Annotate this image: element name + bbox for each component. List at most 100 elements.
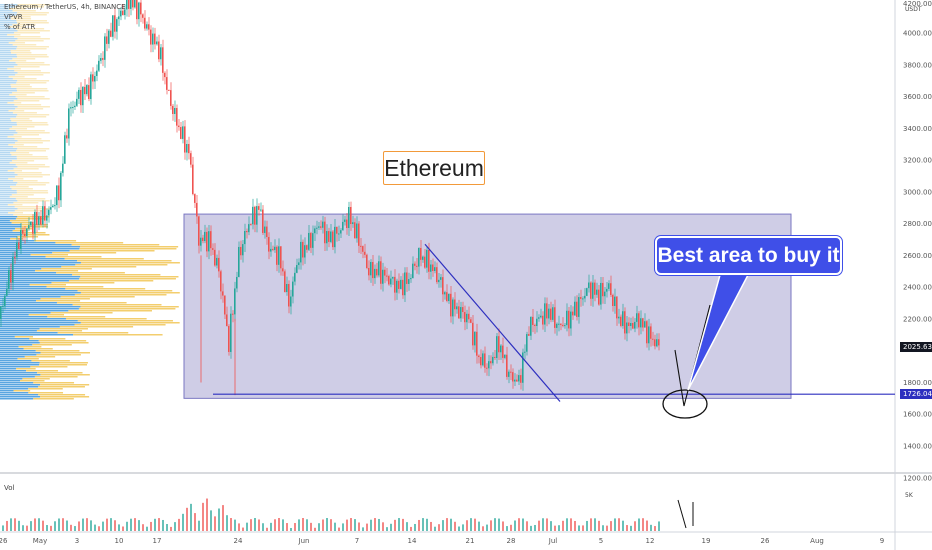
- volume-profile-bar-buy: [0, 392, 29, 394]
- volume-bar: [554, 525, 556, 531]
- volume-profile-bar-buy: [0, 24, 13, 26]
- candle-body: [408, 279, 410, 284]
- candle-body: [410, 278, 412, 280]
- candle-body: [216, 257, 218, 266]
- volume-profile-bar-sell: [10, 18, 32, 20]
- volume-profile-bar-buy: [0, 360, 32, 362]
- volume-profile-bar-sell: [16, 54, 48, 56]
- volume-profile-bar-buy: [0, 154, 12, 156]
- volume-profile-bar-sell: [16, 156, 48, 158]
- volume-profile-bar-sell: [73, 334, 163, 336]
- candle-body: [146, 24, 148, 29]
- candle-body: [596, 289, 598, 295]
- volume-bar: [486, 524, 488, 531]
- volume-profile-bar-sell: [38, 386, 85, 388]
- volume-profile-bar-sell: [51, 282, 115, 284]
- candle-body: [272, 248, 274, 250]
- volume-profile-bar-buy: [0, 300, 37, 302]
- volume-profile-bar-buy: [0, 150, 17, 152]
- candle-body: [374, 268, 376, 279]
- volume-profile-bar-sell: [80, 246, 179, 248]
- volume-profile-bar-sell: [33, 398, 74, 400]
- volume-profile-bar-sell: [11, 194, 34, 196]
- volume-profile-bar-sell: [13, 32, 40, 34]
- candle-body: [38, 216, 40, 225]
- volume-profile-bar-buy: [0, 168, 14, 170]
- volume-profile-bar-sell: [8, 212, 23, 214]
- candle-body: [234, 288, 236, 315]
- candle-body: [448, 293, 450, 301]
- volume-profile-bar-sell: [11, 86, 32, 88]
- candle-body: [250, 224, 252, 226]
- volume-profile-bar-buy: [0, 190, 17, 192]
- volume-profile-bar-sell: [56, 302, 127, 304]
- candle-body: [306, 245, 308, 250]
- candle-body: [352, 222, 354, 225]
- candle-body: [612, 294, 614, 306]
- volume-profile-bar-sell: [29, 338, 66, 340]
- candle-body: [348, 206, 350, 228]
- volume-profile-bar-buy: [0, 22, 18, 24]
- volume-profile-bar-sell: [36, 300, 81, 302]
- candle-body: [72, 107, 74, 109]
- candle-body: [570, 311, 572, 329]
- candle-body: [390, 278, 392, 285]
- candle-body: [392, 276, 394, 279]
- candle-body: [656, 339, 658, 347]
- hand-drawn-mark: [674, 304, 711, 407]
- candle-body: [260, 209, 262, 211]
- candle-body: [76, 98, 78, 106]
- volume-profile-bar-sell: [12, 92, 35, 94]
- volume-profile-bar-sell: [34, 376, 78, 378]
- volume-profile-bar-buy: [0, 196, 10, 198]
- candle-body: [422, 256, 424, 260]
- candle-body: [42, 206, 44, 225]
- volume-profile-bar-buy: [0, 162, 10, 164]
- volume-profile-bar-sell: [17, 46, 50, 48]
- time-tick-label: 12: [646, 537, 655, 545]
- candle-body: [436, 267, 438, 283]
- volume-profile-bar-sell: [8, 178, 24, 180]
- candle-body: [64, 135, 66, 164]
- candle-body: [54, 205, 56, 207]
- time-tick-label: 19: [702, 537, 711, 545]
- candle-body: [248, 224, 250, 233]
- volume-profile-bar-sell: [17, 12, 49, 14]
- candle-body: [92, 74, 94, 82]
- volume-profile-bar-buy: [0, 292, 81, 294]
- candle-body: [546, 303, 548, 319]
- volume-profile-bar-buy: [0, 306, 81, 308]
- candle-body: [606, 288, 608, 292]
- volume-bar: [66, 520, 68, 531]
- volume-profile-bar-buy: [0, 382, 34, 384]
- candle-body: [382, 269, 384, 284]
- volume-profile-bar-buy: [0, 314, 29, 316]
- volume-profile-bar-sell: [7, 34, 21, 36]
- candle-body: [632, 323, 634, 329]
- volume-profile-bar-buy: [0, 340, 39, 342]
- candle-body: [380, 261, 382, 284]
- volume-profile-bar-sell: [77, 260, 172, 262]
- candle-body: [316, 227, 318, 229]
- volume-profile-bar-buy: [0, 238, 11, 240]
- candle-body: [466, 313, 468, 323]
- volume-profile-bar-sell: [71, 244, 160, 246]
- time-tick-label: 9: [880, 537, 884, 545]
- volume-profile-bar-sell: [8, 76, 25, 78]
- volume-label: Vol: [4, 484, 15, 492]
- volume-profile-bar-buy: [0, 42, 9, 44]
- volume-bar: [178, 518, 180, 531]
- volume-profile-bar-sell: [15, 40, 44, 42]
- volume-bar: [54, 521, 56, 531]
- volume-profile-bar-buy: [0, 216, 18, 218]
- volume-profile-bar-buy: [0, 48, 17, 50]
- volume-bar: [398, 518, 400, 531]
- candle-body: [324, 221, 326, 244]
- volume-profile-bar-sell: [34, 240, 77, 242]
- volume-bar: [582, 525, 584, 531]
- candle-body: [458, 306, 460, 319]
- volume-profile-bar-sell: [65, 288, 146, 290]
- volume-profile-bar-sell: [36, 330, 83, 332]
- volume-profile-bar-buy: [0, 148, 18, 150]
